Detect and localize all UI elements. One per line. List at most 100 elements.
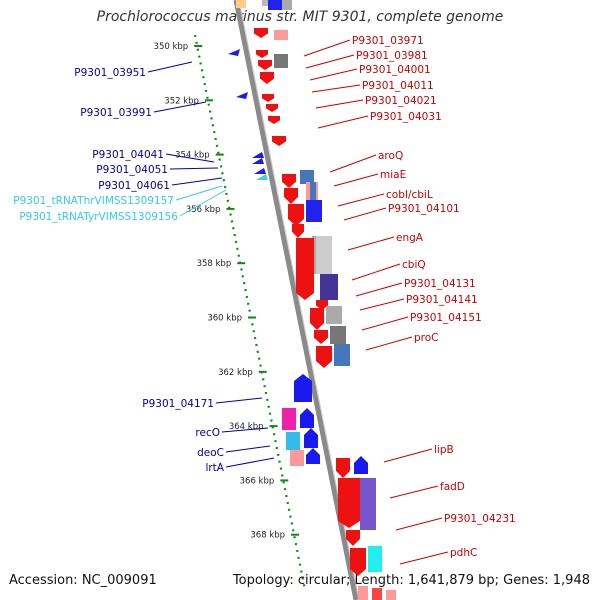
gene-block: [368, 546, 382, 572]
gene-block: [372, 588, 382, 600]
reverse-gene-arrow: [304, 428, 318, 448]
ruler-tick-label: 368 kbp: [250, 531, 285, 541]
gene-block: [286, 432, 300, 450]
gene-label-left: P9301_03951: [74, 67, 146, 79]
label-leader-line: [175, 185, 223, 201]
label-leader-line: [365, 336, 413, 351]
label-leader-line: [303, 39, 351, 57]
forward-gene-arrow: [314, 330, 328, 344]
gene-label-right: fadD: [440, 481, 465, 493]
forward-gene-arrow: [336, 458, 350, 478]
forward-gene-arrow: [284, 188, 298, 204]
gene-label-left: P9301_tRNAThrVIMSS1309157: [13, 195, 174, 207]
reverse-gene-arrow: [354, 456, 368, 474]
label-leader-line: [329, 154, 377, 173]
gene-label-right: pdhC: [450, 547, 477, 559]
gene-label-left: P9301_tRNATyrVIMSS1309156: [19, 211, 178, 223]
label-leader-line: [311, 84, 361, 93]
forward-gene-arrow: [268, 116, 280, 124]
accession-text: Accession: NC_009091: [9, 573, 157, 588]
reverse-gene-arrow: [294, 374, 312, 402]
gene-label-right: cobI/cbiL: [386, 189, 433, 201]
label-leader-line: [347, 236, 395, 251]
label-leader-line: [147, 61, 193, 73]
label-leader-line: [359, 298, 405, 311]
gene-label-right: miaE: [380, 169, 406, 181]
small-gene-arrow: [228, 49, 240, 56]
forward-gene-arrow: [310, 308, 324, 330]
feature-labels: P9301_03971 P9301_03981 P9301_04001 P9301_0…: [13, 35, 516, 565]
gene-label-right: P9301_04101: [388, 203, 460, 215]
gene-label-left: P9301_04041: [92, 149, 164, 161]
forward-gene-arrow: [288, 204, 304, 226]
gene-label-right: P9301_04001: [359, 64, 431, 76]
gene-block: [300, 170, 314, 184]
label-leader-line: [221, 427, 269, 433]
gene-label-left: deoC: [197, 447, 224, 459]
gene-label-right: P9301_04231: [444, 513, 516, 525]
forward-gene-arrow: [272, 136, 286, 146]
forward-gene-arrow: [316, 300, 328, 310]
label-leader-line: [355, 282, 403, 297]
ruler: 350 kbp 352 kbp 354 kbp 356 kbp 358 kbp 360 k…: [154, 34, 307, 591]
gene-block: [386, 590, 396, 600]
gene-block: [316, 236, 332, 274]
ruler-tick-label: 356 kbp: [186, 205, 221, 215]
gene-block: [326, 306, 342, 324]
label-leader-line: [309, 68, 358, 81]
gene-label-left: P9301_04051: [96, 164, 168, 176]
forward-gene-arrow: [256, 50, 268, 58]
forward-gene-arrow: [350, 548, 366, 576]
label-leader-line: [351, 263, 401, 281]
label-leader-line: [179, 189, 227, 217]
gene-label-right: P9301_04141: [406, 294, 478, 306]
label-leader-line: [389, 485, 439, 499]
label-leader-line: [343, 207, 387, 221]
forward-gene-arrow: [262, 94, 274, 102]
forward-gene-arrow: [292, 224, 304, 238]
label-leader-line: [395, 517, 443, 531]
small-gene-arrow: [236, 92, 248, 99]
gene-block: [360, 478, 376, 530]
gene-block: [306, 200, 322, 222]
label-leader-line: [333, 173, 379, 187]
ruler-tick-label: 350 kbp: [154, 42, 189, 52]
ruler-tick-label: 362 kbp: [218, 368, 253, 378]
gene-label-left: P9301_04171: [142, 398, 214, 410]
label-leader-line: [399, 551, 449, 565]
gene-block: [282, 0, 292, 10]
ruler-dotted-line: [193, 34, 307, 591]
features: [228, 0, 396, 600]
ruler-tick-label: 364 kbp: [229, 422, 264, 432]
reverse-gene-arrow: [306, 448, 320, 464]
gene-label-right: P9301_04021: [365, 95, 437, 107]
gene-block: [358, 586, 368, 600]
gene-block: [274, 54, 288, 68]
gene-block: [282, 408, 296, 430]
gene-label-right: P9301_04151: [410, 312, 482, 324]
label-leader-line: [153, 101, 207, 113]
gene-label-right: P9301_04031: [370, 111, 442, 123]
ruler-tick-label: 354 kbp: [175, 151, 210, 161]
label-leader-line: [165, 153, 215, 163]
gene-label-right: P9301_03971: [352, 35, 424, 47]
ruler-tick-label: 366 kbp: [240, 476, 275, 486]
gene-label-right: P9301_04131: [404, 278, 476, 290]
gene-block: [268, 0, 282, 10]
label-leader-line: [361, 316, 409, 331]
gene-label-left: P9301_03991: [80, 107, 152, 119]
gene-label-right: P9301_04011: [362, 80, 434, 92]
label-leader-line: [225, 457, 275, 468]
label-leader-line: [171, 177, 223, 186]
gene-label-right: proC: [414, 332, 439, 344]
small-gene-arrow: [254, 168, 266, 174]
gene-block: [290, 450, 304, 466]
small-gene-arrow: [256, 174, 268, 180]
gene-block: [320, 274, 338, 300]
gene-block: [274, 30, 288, 40]
ruler-tick-label: 358 kbp: [197, 259, 232, 269]
ruler-tick-label: 360 kbp: [207, 314, 242, 324]
gene-label-right: cbiQ: [402, 259, 426, 271]
label-leader-line: [169, 167, 219, 170]
